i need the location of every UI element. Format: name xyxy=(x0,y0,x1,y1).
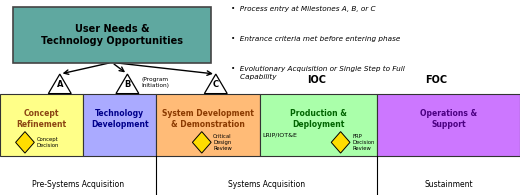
FancyBboxPatch shape xyxy=(13,7,211,63)
Text: A: A xyxy=(57,80,63,89)
Text: System Development
& Demonstration: System Development & Demonstration xyxy=(162,109,254,129)
Polygon shape xyxy=(16,132,34,153)
Text: •  Process entry at Milestones A, B, or C: • Process entry at Milestones A, B, or C xyxy=(231,6,376,12)
Text: Production &
Deployment: Production & Deployment xyxy=(290,109,347,129)
Text: IOC: IOC xyxy=(307,75,326,85)
Text: Operations &
Support: Operations & Support xyxy=(420,109,477,129)
Text: (Program
Initiation): (Program Initiation) xyxy=(141,77,170,88)
Text: Sustainment: Sustainment xyxy=(424,180,473,189)
Text: •  Evolutionary Acquisition or Single Step to Full
    Capability: • Evolutionary Acquisition or Single Ste… xyxy=(231,66,405,80)
Bar xyxy=(377,94,520,156)
Text: FOC: FOC xyxy=(425,75,447,85)
Text: FRP
Decision
Review: FRP Decision Review xyxy=(352,134,374,151)
Bar xyxy=(260,94,377,156)
Text: User Needs &
Technology Opportunities: User Needs & Technology Opportunities xyxy=(41,24,183,46)
Text: LRIP/IOT&E: LRIP/IOT&E xyxy=(263,132,297,137)
Text: Pre-Systems Acquisition: Pre-Systems Acquisition xyxy=(32,180,124,189)
Bar xyxy=(83,94,156,156)
Text: Technology
Development: Technology Development xyxy=(91,109,148,129)
Text: Systems Acquisition: Systems Acquisition xyxy=(228,180,305,189)
Text: Concept
Decision: Concept Decision xyxy=(36,137,59,148)
Polygon shape xyxy=(204,74,227,94)
Text: •  Entrance criteria met before entering phase: • Entrance criteria met before entering … xyxy=(231,36,401,42)
Polygon shape xyxy=(192,132,211,153)
Bar xyxy=(0,94,83,156)
Polygon shape xyxy=(331,132,350,153)
Polygon shape xyxy=(48,74,71,94)
Text: Concept
Refinement: Concept Refinement xyxy=(17,109,67,129)
Bar xyxy=(156,94,260,156)
Text: B: B xyxy=(124,80,131,89)
Text: C: C xyxy=(213,80,219,89)
Polygon shape xyxy=(116,74,139,94)
Text: Critical
Design
Review: Critical Design Review xyxy=(213,134,232,151)
